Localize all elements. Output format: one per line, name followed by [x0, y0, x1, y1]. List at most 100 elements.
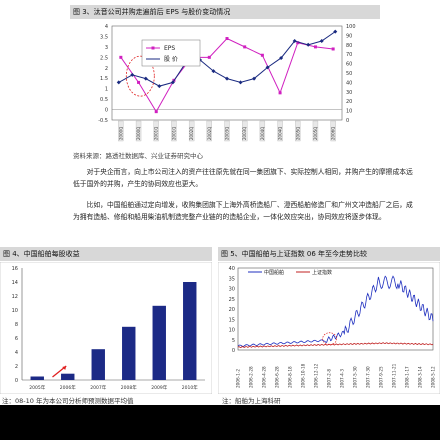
eps-point	[119, 55, 123, 59]
left-tick-label: 3	[105, 45, 108, 51]
right-tick-label: 30	[346, 90, 352, 96]
x-tick-label: 2004Q	[278, 127, 283, 140]
price-point	[238, 80, 243, 85]
legend-eps-label: EPS	[164, 45, 175, 52]
y-tick-label: 10	[229, 328, 235, 334]
chart-border	[218, 262, 440, 394]
price-point	[265, 65, 270, 70]
price-point	[225, 76, 229, 81]
x-tick-label: 2006年	[60, 384, 76, 391]
figure-3-title: 图 3、汰音公司并购走遍前后 EPS 与股价变动情况	[70, 5, 380, 19]
legend-eps-marker	[151, 46, 155, 50]
x-tick-box	[153, 120, 159, 142]
right-tick-label: 80	[346, 43, 352, 49]
figure-5-chart: 40 35 30 25 20 15 10 5 0 2006-1-2 2006-2-28 2006-4-…	[218, 262, 440, 394]
left-tick-label: 2.5	[100, 55, 108, 61]
legend-price-label: 股 价	[164, 56, 178, 63]
eps-point	[313, 45, 317, 49]
x-tick-label: 2006-10-18	[301, 363, 306, 388]
x-tick-box	[135, 120, 142, 142]
red-arrow-head	[62, 366, 67, 370]
right-tick-label: 40	[346, 80, 352, 86]
y-tick-label: 8	[15, 322, 18, 328]
x-tick-box	[171, 120, 177, 142]
left-tick-label: 0.5	[100, 97, 108, 103]
bar-1	[61, 373, 75, 380]
x-tick-label: 2006-6-28	[275, 366, 280, 388]
y-tick-label: 40	[229, 266, 235, 272]
x-tick-label: 2007-7-30	[366, 366, 371, 388]
eps-point	[137, 80, 141, 84]
bar-5	[183, 282, 197, 380]
y-tick-label: 20	[229, 307, 235, 313]
right-tick-label: 20	[346, 99, 352, 105]
y-tick-label: 35	[229, 276, 235, 282]
price-point	[319, 39, 324, 44]
x-tick-label: 2009年	[151, 384, 167, 391]
price-point	[292, 39, 297, 44]
x-tick-label: 2006-2-28	[249, 366, 254, 388]
right-tick-label: 10	[346, 109, 352, 115]
x-tick-label: 2007-5-30	[353, 366, 358, 388]
right-tick-label: 60	[346, 62, 352, 68]
figure-3-chart: 43.532.521.510.50-0.51009080706050403020…	[98, 24, 356, 142]
left-tick-label: 2	[105, 66, 108, 72]
x-tick-label: 2008-3-14	[418, 366, 423, 388]
y-tick-label: 0	[15, 378, 18, 384]
price-point	[157, 84, 162, 89]
left-tick-label: 4	[105, 24, 108, 30]
eps-point	[154, 110, 158, 114]
bar-4	[152, 305, 166, 380]
x-tick-label: 2005年	[29, 384, 45, 391]
figure-4-note: 注：08-10 年为本公司分析师预测数据平均值	[2, 397, 134, 405]
eps-point	[260, 53, 264, 57]
x-tick-label: 2006-12-12	[314, 363, 319, 388]
y-tick-label: 12	[12, 294, 18, 300]
figure-4-title: 图 4、中国船舶每股收益	[0, 247, 212, 261]
y-tick-label: 0	[232, 348, 235, 354]
eps-point	[207, 55, 211, 59]
right-tick-label: 90	[346, 33, 352, 39]
legend-ship-label: 中国船舶	[264, 269, 284, 276]
bottom-black-bar	[0, 405, 440, 440]
y-tick-label: 4	[15, 350, 18, 356]
eps-point	[278, 91, 282, 95]
left-tick-label: 1.5	[100, 76, 108, 82]
eps-point	[331, 47, 335, 51]
x-tick-box	[224, 120, 230, 142]
x-tick-label: 2010年	[182, 384, 198, 391]
x-tick-label: 2006-4-28	[262, 366, 267, 388]
index-line	[237, 342, 434, 348]
x-tick-label: 2001Q	[154, 127, 159, 140]
right-tick-label: 50	[346, 71, 352, 77]
x-tick-label: 2002Q	[207, 127, 212, 140]
right-tick-label: 70	[346, 52, 352, 58]
highlight-circle	[322, 332, 338, 346]
x-tick-label: 2007-4-3	[340, 369, 345, 388]
price-point	[116, 80, 121, 85]
x-tick-label: 2000Q	[118, 127, 123, 140]
chart-border	[0, 262, 212, 394]
price-point	[279, 55, 284, 60]
x-tick-box	[330, 120, 336, 142]
x-tick-label: 2003Q	[225, 127, 230, 140]
x-tick-label: 2006Q	[331, 127, 336, 140]
figure-3-source: 资料来源：路透社数据库、兴业证券研究中心	[73, 152, 203, 160]
y-tick-label: 6	[15, 336, 18, 342]
bar-3	[122, 326, 136, 380]
x-tick-label: 2003Q	[242, 127, 247, 140]
legend-box	[141, 39, 201, 67]
x-tick-label: 2005Q	[295, 127, 300, 140]
y-tick-label: 30	[229, 287, 235, 293]
x-tick-label: 2007-9-25	[379, 366, 384, 388]
eps-point	[296, 41, 300, 45]
x-tick-label: 2008-1-17	[405, 366, 410, 388]
x-tick-label: 2006-8-18	[288, 366, 293, 388]
eps-point	[243, 45, 247, 49]
plot-frame	[237, 267, 434, 351]
paragraph-1: 对于央企而言，向上市公司注入的资产往往原先就在同一集团旗下、实际控制人相同，并购…	[73, 168, 413, 188]
x-tick-label: 2005Q	[313, 127, 318, 140]
right-tick-label: 0	[346, 118, 349, 124]
left-tick-label: 1	[105, 87, 108, 93]
x-tick-box	[118, 120, 124, 142]
